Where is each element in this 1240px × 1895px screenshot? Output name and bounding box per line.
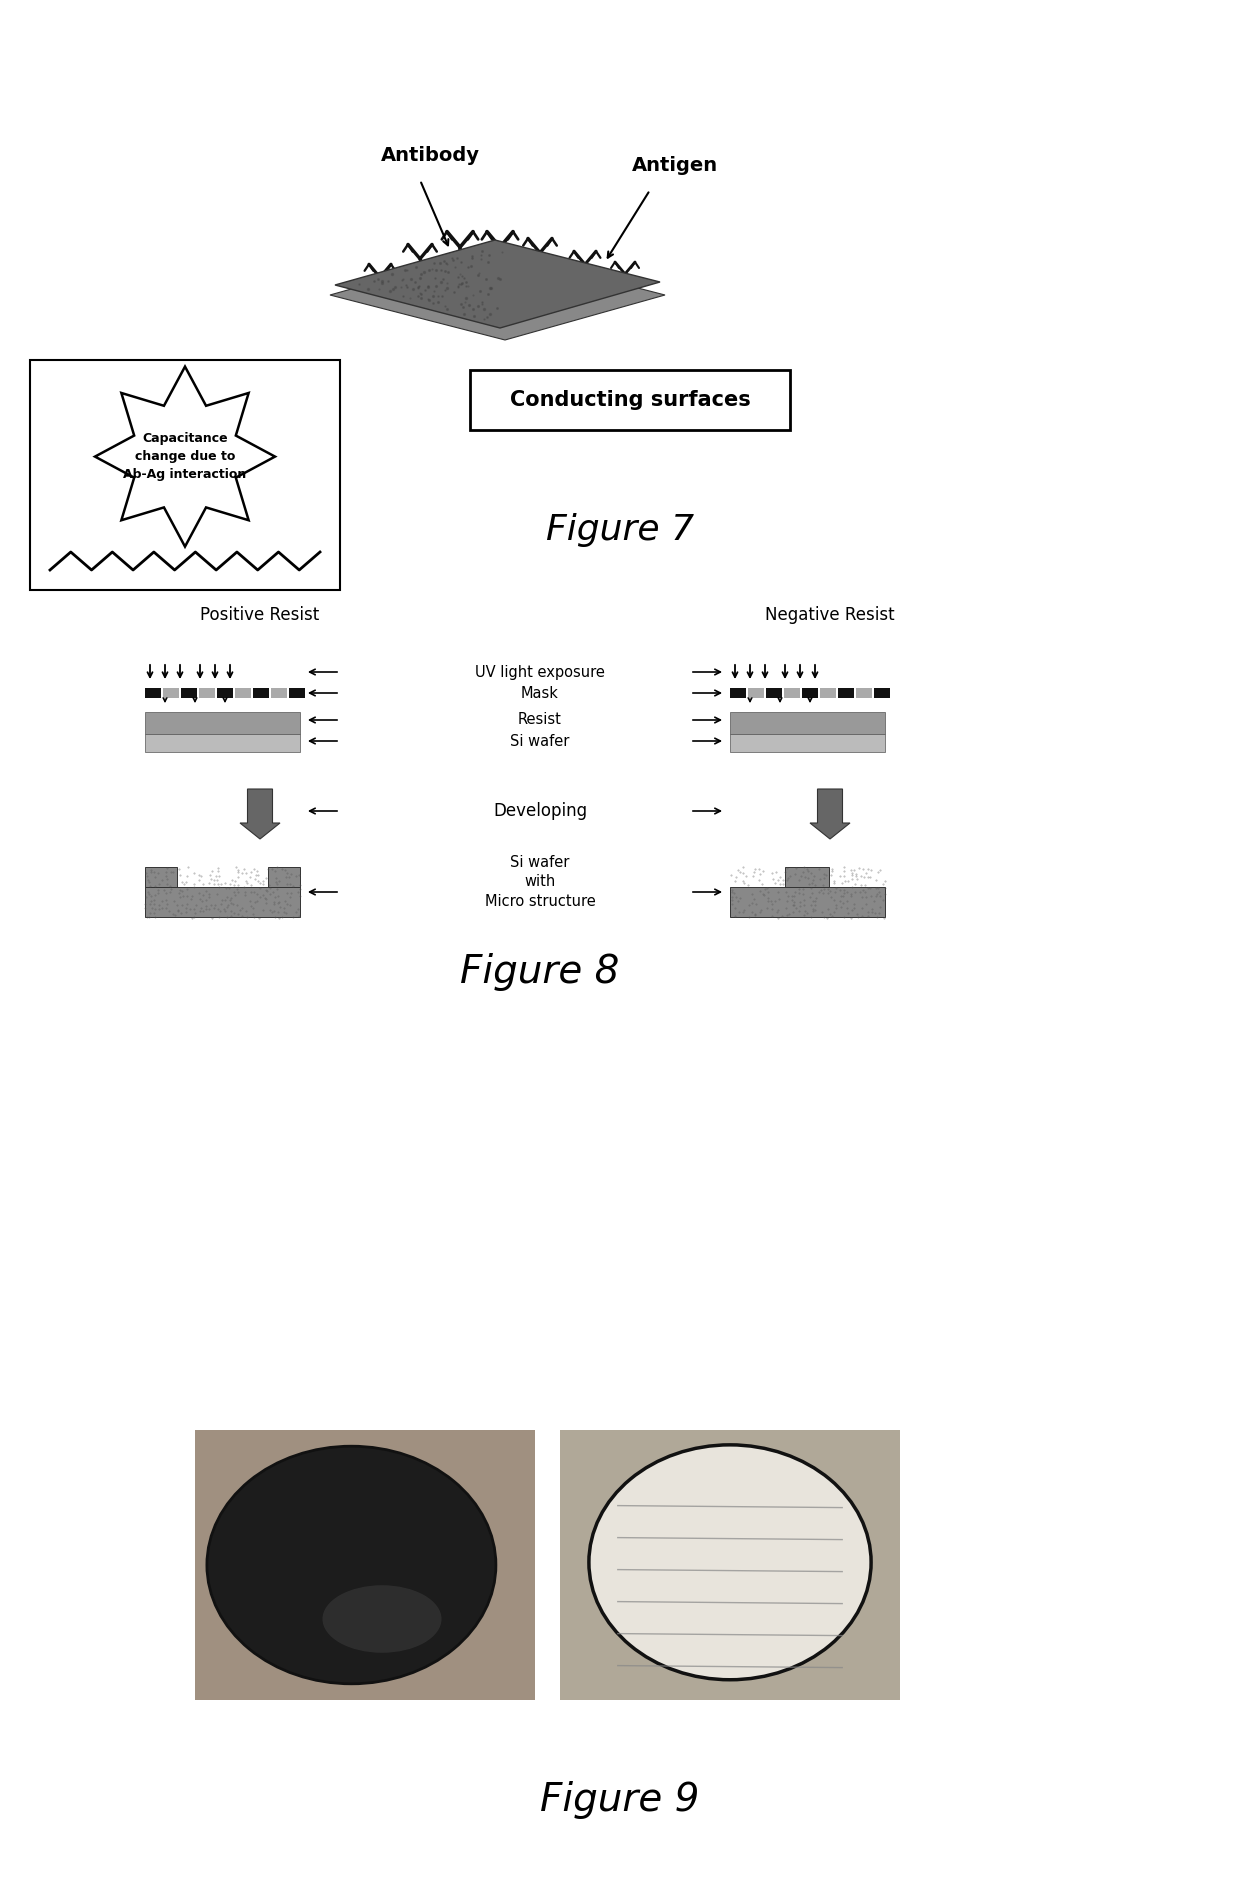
Ellipse shape	[322, 1586, 441, 1652]
Text: Conducting surfaces: Conducting surfaces	[510, 390, 750, 409]
Bar	[253, 688, 269, 697]
Bar	[145, 887, 300, 917]
Text: Mask: Mask	[521, 686, 559, 701]
Text: Antibody: Antibody	[381, 146, 480, 165]
Bar	[560, 1431, 900, 1700]
Bar	[145, 713, 300, 733]
Bar	[838, 688, 854, 697]
Bar	[802, 688, 818, 697]
Text: Figure 9: Figure 9	[541, 1781, 699, 1819]
Text: Positive Resist: Positive Resist	[201, 606, 320, 623]
Bar	[162, 688, 179, 697]
Bar	[217, 688, 233, 697]
Polygon shape	[330, 250, 665, 339]
Bar	[181, 688, 197, 697]
Text: Figure 7: Figure 7	[546, 514, 694, 548]
Polygon shape	[241, 788, 280, 839]
Ellipse shape	[207, 1446, 496, 1685]
Bar	[856, 688, 872, 697]
Bar	[195, 1431, 534, 1700]
Text: Antigen: Antigen	[632, 155, 718, 174]
Bar	[820, 688, 836, 697]
Text: Si wafer: Si wafer	[511, 733, 569, 749]
Bar	[145, 733, 300, 752]
Text: Si wafer
with
Micro structure: Si wafer with Micro structure	[485, 855, 595, 910]
Bar	[289, 688, 305, 697]
Text: Capacitance
change due to
Ab-Ag interaction: Capacitance change due to Ab-Ag interact…	[123, 432, 247, 481]
Bar	[272, 688, 286, 697]
Bar	[730, 733, 885, 752]
Bar	[145, 868, 177, 887]
Bar	[748, 688, 764, 697]
Text: Negative Resist: Negative Resist	[765, 606, 895, 623]
Polygon shape	[95, 366, 275, 546]
Bar	[145, 688, 161, 697]
Polygon shape	[335, 241, 660, 328]
Polygon shape	[810, 788, 849, 839]
Bar	[470, 370, 790, 430]
Bar	[30, 360, 340, 589]
Text: UV light exposure: UV light exposure	[475, 665, 605, 680]
Bar	[236, 688, 250, 697]
Bar	[730, 713, 885, 733]
Bar	[785, 868, 830, 887]
Text: Resist: Resist	[518, 713, 562, 728]
Bar	[198, 688, 215, 697]
Bar	[766, 688, 782, 697]
Bar	[730, 688, 746, 697]
Text: Developing: Developing	[494, 802, 587, 821]
Text: Figure 8: Figure 8	[460, 953, 620, 991]
Bar	[268, 868, 300, 887]
Bar	[730, 887, 885, 917]
Ellipse shape	[589, 1444, 870, 1679]
Bar	[784, 688, 800, 697]
Bar	[874, 688, 890, 697]
